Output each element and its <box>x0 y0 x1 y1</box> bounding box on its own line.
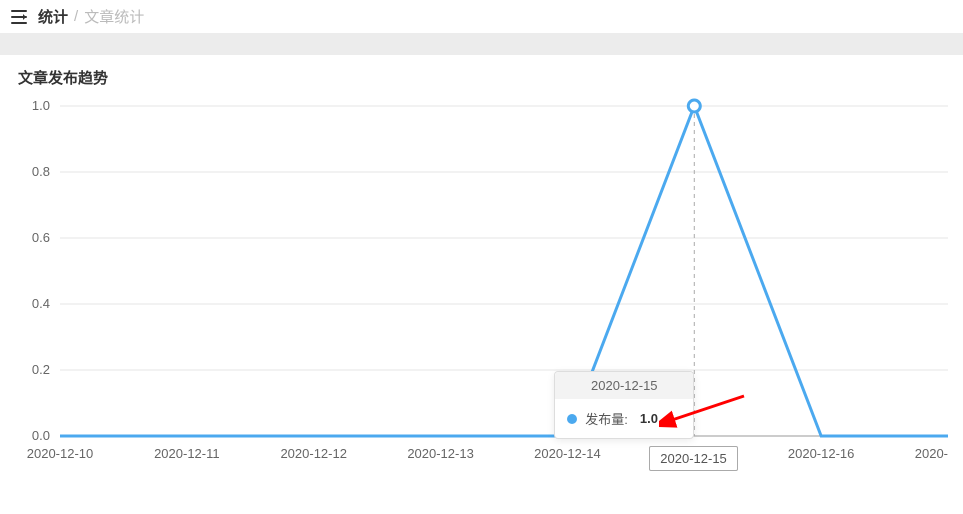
svg-text:2020-12-14: 2020-12-14 <box>534 446 601 461</box>
svg-text:2020-12-16: 2020-12-16 <box>788 446 855 461</box>
svg-text:1.0: 1.0 <box>32 98 50 113</box>
menu-toggle-icon[interactable] <box>10 8 28 26</box>
svg-text:0.8: 0.8 <box>32 164 50 179</box>
breadcrumb-main[interactable]: 统计 <box>38 6 68 27</box>
divider-bar <box>0 33 963 55</box>
tooltip-series-label: 发布量: <box>585 409 628 428</box>
svg-text:2020-12-11: 2020-12-11 <box>154 446 220 461</box>
breadcrumb-sub[interactable]: 文章统计 <box>84 6 144 27</box>
tooltip-body: 发布量: 1.0 <box>555 399 693 438</box>
svg-text:2020-12-12: 2020-12-12 <box>280 446 347 461</box>
header: 统计 / 文章统计 <box>0 0 963 33</box>
svg-text:0.6: 0.6 <box>32 230 50 245</box>
chart-card: 文章发布趋势 0.0 0.2 0.4 0.6 0.8 1.0 2020-12-10 2020-… <box>0 55 963 496</box>
tooltip-value: 1.0 <box>640 411 658 426</box>
breadcrumb-separator: / <box>74 8 78 25</box>
breadcrumb: 统计 / 文章统计 <box>38 6 144 27</box>
chart-area[interactable]: 0.0 0.2 0.4 0.6 0.8 1.0 2020-12-10 2020-12-11 20… <box>18 96 945 496</box>
chart-title: 文章发布趋势 <box>18 67 945 88</box>
svg-text:0.4: 0.4 <box>32 296 50 311</box>
svg-text:0.2: 0.2 <box>32 362 50 377</box>
tooltip-date: 2020-12-15 <box>555 372 693 399</box>
svg-text:2020-12-13: 2020-12-13 <box>407 446 474 461</box>
chart-tooltip: 2020-12-15 发布量: 1.0 <box>554 371 694 439</box>
svg-text:2020-12-17: 2020-12-17 <box>915 446 948 461</box>
line-chart-svg: 0.0 0.2 0.4 0.6 0.8 1.0 2020-12-10 2020-12-11 20… <box>18 96 948 476</box>
tooltip-series-dot <box>567 414 577 424</box>
svg-text:0.0: 0.0 <box>32 428 50 443</box>
svg-text:2020-12-10: 2020-12-10 <box>27 446 94 461</box>
axis-pointer-label: 2020-12-15 <box>649 446 738 471</box>
